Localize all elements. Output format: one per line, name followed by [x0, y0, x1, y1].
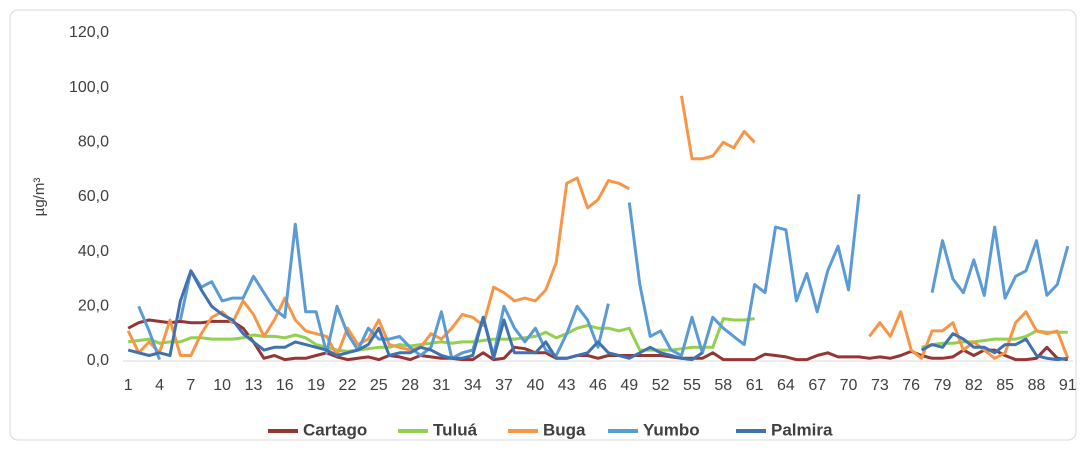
x-tick-label: 40: [526, 377, 544, 394]
y-tick-label: 0,0: [87, 352, 109, 369]
x-tick-label: 43: [558, 377, 576, 394]
x-tick-label: 52: [652, 377, 670, 394]
x-tick-label: 61: [746, 377, 764, 394]
x-tick-label: 13: [245, 377, 263, 394]
y-tick-label: 80,0: [78, 134, 109, 151]
legend-label: Cartago: [303, 420, 367, 439]
legend-label: Palmira: [771, 420, 833, 439]
x-tick-label: 22: [339, 377, 357, 394]
x-tick-label: 16: [276, 377, 294, 394]
y-tick-label: 120,0: [69, 24, 109, 41]
x-tick-label: 10: [213, 377, 231, 394]
x-tick-label: 31: [433, 377, 451, 394]
x-tick-label: 79: [934, 377, 952, 394]
x-tick-label: 4: [155, 377, 164, 394]
legend-label: Buga: [543, 420, 586, 439]
x-tick-label: 19: [307, 377, 325, 394]
x-tick-label: 76: [902, 377, 920, 394]
series-line: [127, 269, 1068, 362]
series-line: [126, 95, 1070, 360]
x-tick-label: 58: [714, 377, 732, 394]
legend-label: Yumbo: [643, 420, 700, 439]
x-tick-label: 88: [1028, 377, 1046, 394]
x-tick-label: 46: [589, 377, 607, 394]
chart-frame: [9, 9, 1077, 441]
x-tick-label: 37: [495, 377, 513, 394]
series-line: [137, 194, 1070, 361]
x-tick-label: 34: [464, 377, 482, 394]
x-tick-label: 28: [401, 377, 419, 394]
x-tick-label: 1: [124, 377, 133, 394]
y-tick-label: 100,0: [69, 79, 109, 96]
x-tick-label: 64: [777, 377, 795, 394]
x-tick-label: 82: [965, 377, 983, 394]
y-tick-label: 20,0: [78, 298, 109, 315]
legend-label: Tuluá: [433, 420, 478, 439]
x-tick-label: 91: [1059, 377, 1077, 394]
y-tick-label: 60,0: [78, 188, 109, 205]
x-tick-label: 55: [683, 377, 701, 394]
x-tick-label: 67: [808, 377, 826, 394]
x-tick-label: 7: [186, 377, 195, 394]
x-tick-label: 85: [996, 377, 1014, 394]
x-tick-label: 73: [871, 377, 889, 394]
x-tick-label: 49: [620, 377, 638, 394]
x-tick-label: 25: [370, 377, 388, 394]
x-tick-label: 70: [840, 377, 858, 394]
y-axis-label: µg/m³: [31, 178, 48, 217]
y-tick-label: 40,0: [78, 243, 109, 260]
